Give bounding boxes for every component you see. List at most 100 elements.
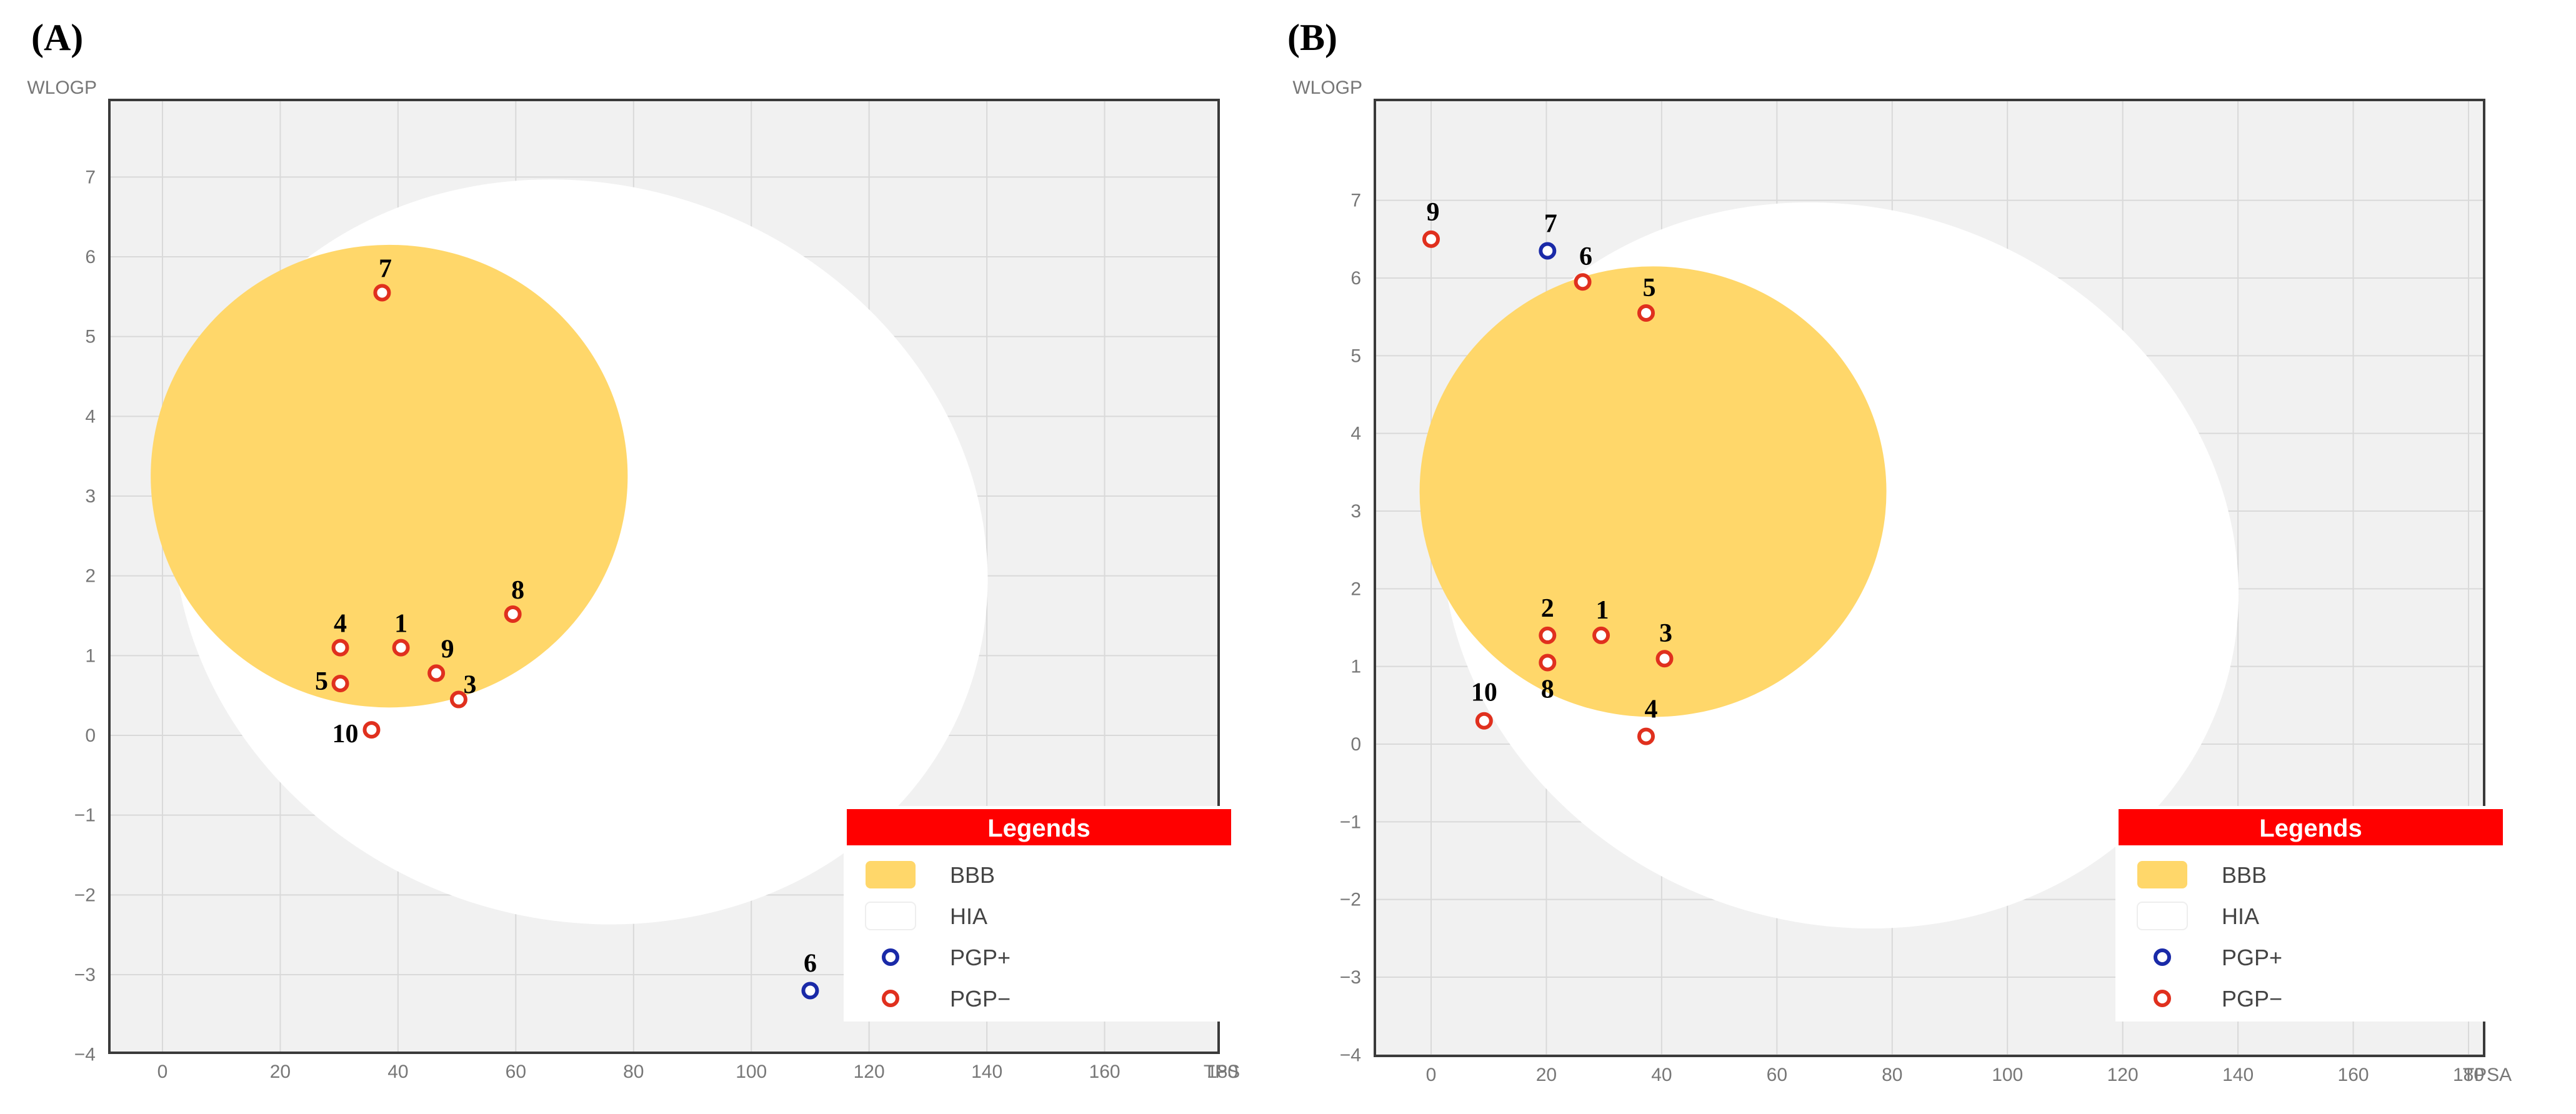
data-point-1 xyxy=(392,639,410,657)
y-axis-title: WLOGP xyxy=(1292,77,1362,98)
data-point-6 xyxy=(801,982,819,1000)
legend-label: PGP− xyxy=(950,986,1011,1012)
x-tick-label: 140 xyxy=(2222,1065,2254,1085)
data-point-9 xyxy=(1422,230,1440,248)
data-point-10 xyxy=(1475,712,1493,730)
point-label-4: 4 xyxy=(334,610,347,639)
y-tick-label: −3 xyxy=(1340,967,1361,988)
data-points: 1 2 3 4 5 67 8 9 10 xyxy=(1422,198,1674,745)
data-points: 1 3 45 6 7 8 9 10 xyxy=(315,254,819,1000)
legend-marker-pgp-minus xyxy=(882,990,899,1007)
bbb-region xyxy=(1419,266,1887,717)
legend-label: PGP+ xyxy=(950,945,1011,970)
x-tick-label: 40 xyxy=(1651,1065,1672,1085)
legend-swatch-bbb xyxy=(866,861,916,888)
point-label-4: 4 xyxy=(1644,695,1657,724)
x-tick-label: 160 xyxy=(1089,1062,1121,1082)
x-tick-label: 120 xyxy=(2107,1065,2139,1085)
point-label-10: 10 xyxy=(332,720,358,748)
data-point-5 xyxy=(1637,304,1655,322)
data-point-7 xyxy=(373,284,391,302)
legend-label: PGP− xyxy=(2222,986,2282,1012)
x-tick-label: 100 xyxy=(1992,1065,2023,1085)
y-tick-label: 6 xyxy=(1350,268,1361,289)
x-tick-label: 20 xyxy=(1536,1065,1557,1085)
point-label-2: 2 xyxy=(1541,594,1554,623)
point-label-6: 6 xyxy=(804,950,817,978)
legend-title: Legends xyxy=(987,815,1090,842)
point-label-10: 10 xyxy=(1471,679,1497,707)
legend: Legends BBB HIA PGP+ PGP− xyxy=(2115,806,2506,1022)
chart-panel-a: 0 20 40 60 80 100 120 140 160 180−4−3−2−101234567… xyxy=(27,17,1240,1082)
legend-swatch-hia xyxy=(2137,902,2188,930)
x-tick-label: 180 xyxy=(2453,1065,2484,1085)
point-label-8: 8 xyxy=(511,576,524,605)
legend-label: BBB xyxy=(950,862,995,888)
legend-marker-pgp-plus xyxy=(2154,948,2171,966)
y-axis-title: WLOGP xyxy=(27,77,97,98)
x-tick-label: 80 xyxy=(1882,1065,1902,1085)
x-axis-title: TPSA xyxy=(2463,1065,2512,1085)
y-tick-label: −4 xyxy=(74,1045,96,1065)
y-tick-label: −4 xyxy=(1340,1045,1361,1065)
x-tick-label: 60 xyxy=(1767,1065,1787,1085)
data-point-7 xyxy=(1539,242,1557,260)
legend-label: BBB xyxy=(2222,862,2267,888)
point-label-6: 6 xyxy=(1579,242,1592,271)
point-label-7: 7 xyxy=(379,254,392,283)
y-tick-label: 4 xyxy=(1350,424,1361,444)
y-tick-label: −1 xyxy=(1340,812,1361,832)
data-point-8 xyxy=(504,605,522,623)
bbb-region xyxy=(151,244,628,708)
y-tick-label: −2 xyxy=(74,885,96,905)
panel-label: (A) xyxy=(31,17,83,58)
y-tick-label: 6 xyxy=(85,247,96,267)
regions xyxy=(151,179,988,925)
y-tick-label: 0 xyxy=(1350,734,1361,755)
legend-swatch-hia xyxy=(865,902,916,930)
data-point-3 xyxy=(1655,650,1674,668)
y-tick-label: 7 xyxy=(85,167,96,187)
legend-label: HIA xyxy=(2222,903,2259,929)
plot-frame xyxy=(1374,99,2485,1057)
x-tick-label: 0 xyxy=(1426,1065,1437,1085)
x-tick-label: 20 xyxy=(270,1062,291,1082)
y-tick-label: 4 xyxy=(85,406,96,427)
legend-title-bar xyxy=(2119,809,2503,845)
y-tick-label: 1 xyxy=(1350,657,1361,677)
y-tick-label: −3 xyxy=(74,965,96,985)
y-tick-label: 1 xyxy=(85,645,96,666)
y-tick-label: 2 xyxy=(85,566,96,587)
x-tick-label: 0 xyxy=(157,1062,168,1082)
data-point-10 xyxy=(362,721,381,739)
point-label-5: 5 xyxy=(1642,274,1655,302)
x-axis-title: TPS xyxy=(1204,1062,1240,1082)
point-label-7: 7 xyxy=(1544,209,1557,238)
regions xyxy=(1419,202,2239,929)
data-point-6 xyxy=(1574,273,1592,291)
data-point-9 xyxy=(427,664,446,682)
data-point-8 xyxy=(1539,654,1557,672)
chart-panel-b: 0 20 40 60 80 100 120 140 160 180−4−3−2−101234567… xyxy=(1287,17,2512,1085)
point-label-8: 8 xyxy=(1541,675,1554,704)
legend: Legends BBB HIA PGP+ PGP− xyxy=(844,806,1234,1022)
x-tick-label: 160 xyxy=(2338,1065,2369,1085)
y-tick-label: 5 xyxy=(1350,346,1361,366)
data-point-2 xyxy=(1539,626,1557,644)
y-tick-label: −2 xyxy=(1340,890,1361,910)
data-point-3 xyxy=(449,690,467,709)
x-tick-label: 40 xyxy=(387,1062,408,1082)
y-tick-label: 0 xyxy=(85,725,96,746)
point-label-3: 3 xyxy=(463,671,476,700)
x-tick-label: 60 xyxy=(506,1062,526,1082)
legend-label: HIA xyxy=(950,903,987,929)
y-tick-label: 3 xyxy=(85,486,96,507)
point-label-1: 1 xyxy=(1596,596,1609,625)
point-label-3: 3 xyxy=(1659,619,1672,648)
data-point-4 xyxy=(331,639,349,657)
x-tick-label: 80 xyxy=(623,1062,644,1082)
legend-title-bar xyxy=(847,809,1231,845)
legend-marker-pgp-minus xyxy=(2154,990,2171,1007)
legend-title: Legends xyxy=(2259,815,2362,842)
